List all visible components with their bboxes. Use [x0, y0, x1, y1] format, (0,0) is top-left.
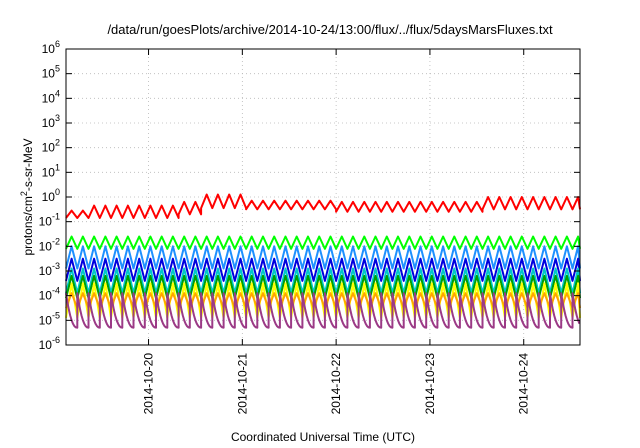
y-tick-label-base: 10	[42, 141, 56, 155]
y-axis-label: protons/cm2-s-sr-MeV	[19, 138, 35, 255]
y-tick-label-exp: -3	[52, 261, 60, 271]
y-tick-label: 103	[42, 113, 60, 130]
y-tick-label: 101	[42, 162, 60, 179]
y-tick-label-exp: -5	[52, 310, 60, 320]
y-tick-label-exp: 3	[55, 113, 60, 123]
x-tick-label: 2014-10-24	[517, 353, 531, 415]
chart-title: /data/run/goesPlots/archive/2014-10-24/1…	[107, 22, 553, 37]
y-tick-label: 100	[42, 187, 60, 204]
y-tick-label: 10-2	[39, 236, 60, 253]
series-line-4	[65, 257, 581, 282]
x-tick-label: 2014-10-21	[235, 353, 249, 415]
y-tick-label: 10-3	[39, 261, 60, 278]
y-tick-label-base: 10	[42, 42, 56, 56]
series-group	[65, 193, 581, 329]
y-tick-label-base: 10	[39, 239, 53, 253]
y-tick-label-base: 10	[39, 215, 53, 229]
x-tick-label: 2014-10-22	[329, 353, 343, 415]
y-tick-label-base: 10	[42, 190, 56, 204]
y-tick-label-exp: 2	[55, 138, 60, 148]
y-tick-label: 10-5	[39, 310, 60, 327]
y-axis-label-rest: -s-sr-MeV	[21, 138, 35, 191]
y-tick-label-exp: -6	[52, 335, 60, 345]
x-tick-label: 2014-10-20	[142, 353, 156, 415]
y-tick-label-base: 10	[42, 116, 56, 130]
y-tick-label: 10-6	[39, 335, 60, 352]
y-tick-label-exp: -4	[52, 286, 60, 296]
series-line-2	[65, 235, 581, 250]
y-tick-label-base: 10	[42, 67, 56, 81]
y-tick-label: 106	[42, 39, 60, 56]
axis-ticks: 10-610-510-410-310-210-11001011021031041…	[39, 39, 580, 414]
y-axis-label-exp: 2	[19, 191, 29, 196]
series-line-1	[65, 193, 581, 219]
y-tick-label-base: 10	[42, 165, 56, 179]
y-tick-label-exp: 5	[55, 64, 60, 74]
y-tick-label: 10-4	[39, 286, 60, 303]
y-tick-label-base: 10	[39, 289, 53, 303]
x-tick-label: 2014-10-23	[423, 353, 437, 415]
y-tick-label-exp: 0	[55, 187, 60, 197]
series-line-3	[65, 245, 581, 270]
y-tick-label: 10-1	[39, 212, 60, 229]
y-tick-label-exp: 6	[55, 39, 60, 49]
y-tick-label-base: 10	[39, 264, 53, 278]
y-tick-label-exp: 1	[55, 162, 60, 172]
y-axis-label-base: protons/cm	[21, 196, 35, 255]
y-tick-label-base: 10	[42, 91, 56, 105]
y-tick-label-exp: -1	[52, 212, 60, 222]
y-tick-label: 104	[42, 88, 60, 105]
y-tick-label-exp: -2	[52, 236, 60, 246]
y-tick-label-base: 10	[39, 313, 53, 327]
y-tick-label: 105	[42, 64, 60, 81]
x-axis-label: Coordinated Universal Time (UTC)	[231, 430, 415, 444]
y-tick-label-exp: 4	[55, 88, 60, 98]
y-tick-label-base: 10	[39, 338, 53, 352]
y-tick-label: 102	[42, 138, 60, 155]
series-line-9	[65, 292, 581, 329]
